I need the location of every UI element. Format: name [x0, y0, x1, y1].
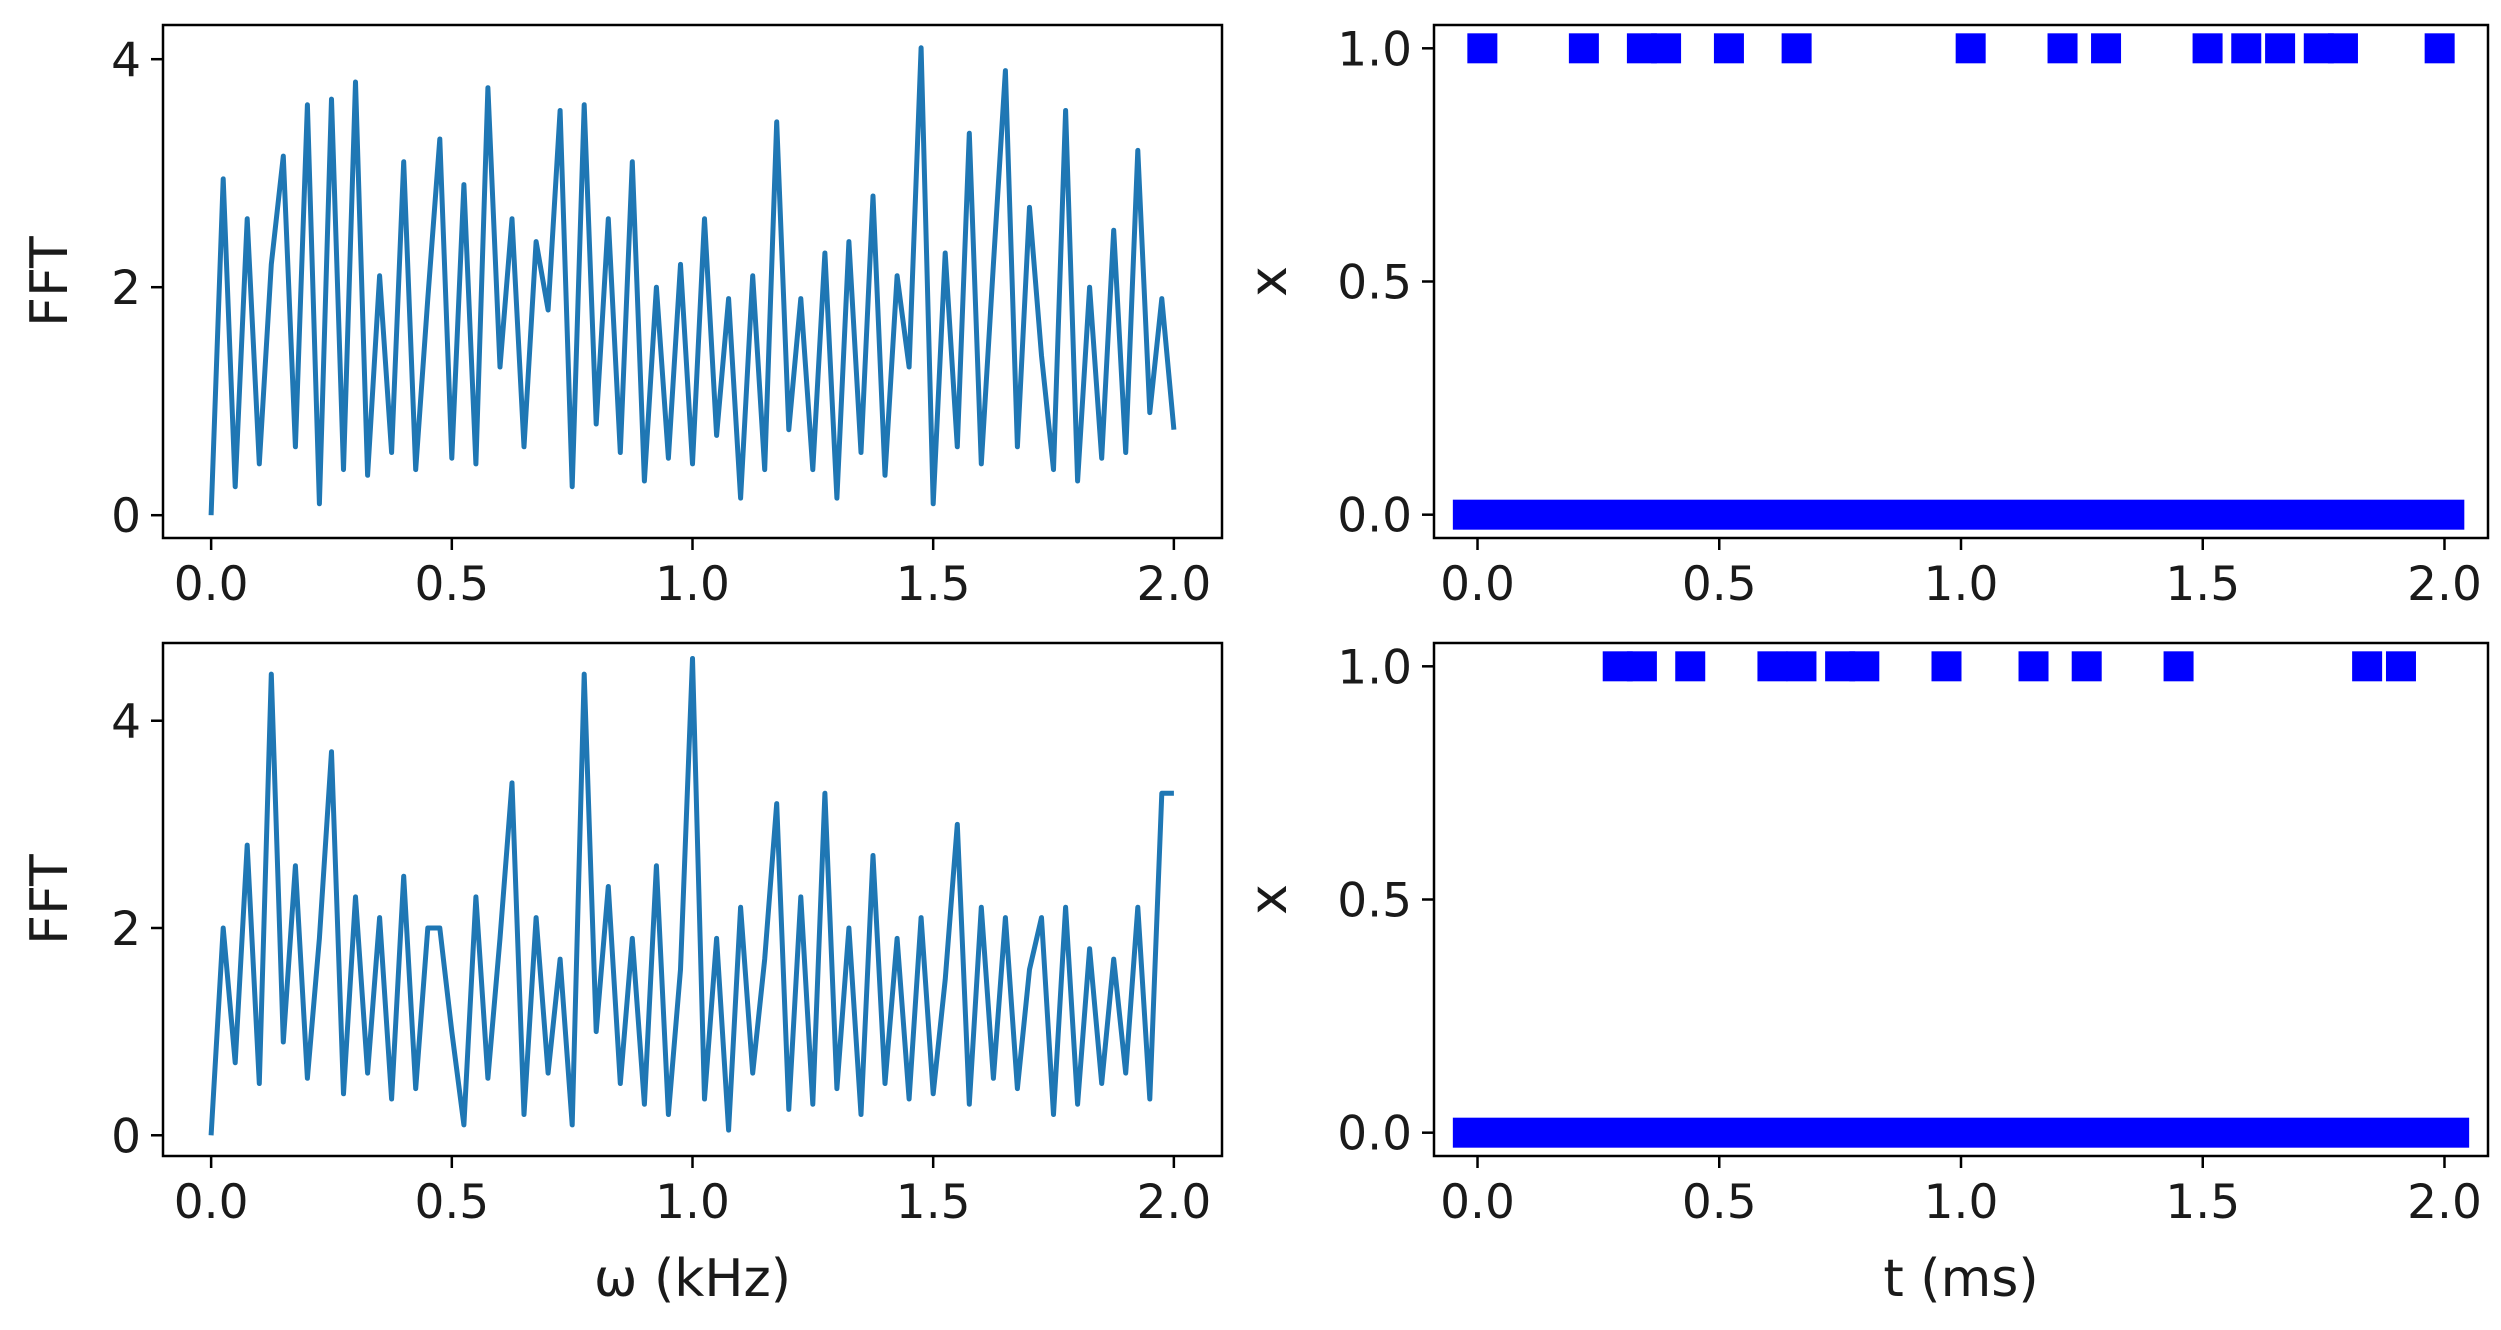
- axes-frame: [1432, 23, 2490, 540]
- x-tick-label: 1.5: [2165, 557, 2240, 612]
- marker-high: [1651, 33, 1682, 64]
- x-tick-label: 1.0: [655, 1175, 730, 1230]
- y-axis-label: FFT: [20, 854, 80, 945]
- x-tick-label: 1.0: [1924, 557, 1999, 612]
- marker-high: [1675, 651, 1706, 682]
- x-tick-label: 1.5: [896, 557, 971, 612]
- y-axis-label: x: [1239, 884, 1299, 915]
- x-axis-label: ω (kHz): [594, 1249, 791, 1309]
- y-tick-label: 2: [111, 261, 141, 316]
- marker-high: [2192, 33, 2223, 64]
- marker-high: [2265, 33, 2296, 64]
- series-line: [208, 656, 1174, 1136]
- x-tick-label: 2.0: [1136, 557, 1211, 612]
- y-axis-label: FFT: [20, 236, 80, 327]
- y-tick-label: 4: [111, 695, 141, 750]
- x-tick-label: 0.5: [414, 557, 489, 612]
- fft-top-panel: 0.0 0.5 1.0 1.5 2.0 0 2 4 FFT: [20, 23, 1224, 612]
- y-tick-label: 4: [111, 33, 141, 88]
- y-tick-label: 0: [111, 1109, 141, 1164]
- x-tick-label: 0.5: [1682, 1175, 1757, 1230]
- fft-bottom-panel: 0.0 0.5 1.0 1.5 2.0 0 2 4 FFT ω (kHz): [20, 641, 1224, 1309]
- y-tick-label: 0.5: [1337, 256, 1412, 311]
- y-tick-label: 2: [111, 902, 141, 957]
- marker-high: [1931, 651, 1962, 682]
- marker-high: [2071, 651, 2102, 682]
- x-tick-label: 1.0: [1924, 1175, 1999, 1230]
- x-tick-label: 0.5: [414, 1175, 489, 1230]
- x-tick-label: 0.0: [174, 557, 249, 612]
- x-tick-label: 0.0: [174, 1175, 249, 1230]
- y-tick-label: 0.5: [1337, 874, 1412, 929]
- marker-high: [2231, 33, 2262, 64]
- events-top-panel: 0.0 0.5 1.0 1.5 2.0 0.0 0.5 1.0 x: [1239, 22, 2490, 612]
- marker-high: [1757, 651, 1788, 682]
- marker-high: [1713, 33, 1744, 64]
- marker-high: [2163, 651, 2194, 682]
- marker-high: [1568, 33, 1599, 64]
- y-tick-label: 0.0: [1337, 1107, 1412, 1162]
- marker-high: [2047, 33, 2078, 64]
- y-tick-label: 1.0: [1337, 22, 1412, 77]
- marker-high: [2327, 33, 2358, 64]
- x-axis-label: t (ms): [1883, 1249, 2038, 1309]
- series-line: [208, 45, 1177, 516]
- x-tick-label: 2.0: [2407, 557, 2482, 612]
- marker-high: [2018, 651, 2049, 682]
- marker-high: [2424, 33, 2455, 64]
- marker-high: [1626, 651, 1657, 682]
- x-tick-label: 1.5: [896, 1175, 971, 1230]
- x-tick-label: 2.0: [2407, 1175, 2482, 1230]
- x-tick-label: 0.0: [1440, 1175, 1515, 1230]
- x-tick-label: 1.5: [2165, 1175, 2240, 1230]
- marker-row-low: [1452, 1117, 2470, 1148]
- y-tick-label: 0: [111, 489, 141, 544]
- marker-high: [2385, 651, 2416, 682]
- y-axis-label: x: [1239, 266, 1299, 297]
- marker-high: [2352, 651, 2383, 682]
- marker-high: [1955, 33, 1986, 64]
- x-tick-label: 0.0: [1440, 557, 1515, 612]
- marker-high: [1786, 651, 1817, 682]
- events-bottom-panel: 0.0 0.5 1.0 1.5 2.0 0.0 0.5 1.0 x t (ms): [1239, 640, 2490, 1309]
- marker-high: [1781, 33, 1812, 64]
- x-tick-label: 1.0: [655, 557, 730, 612]
- marker-high: [2091, 33, 2122, 64]
- x-tick-label: 2.0: [1136, 1175, 1211, 1230]
- marker-high: [1467, 33, 1498, 64]
- marker-row-low: [1452, 499, 2465, 530]
- axes-frame: [1432, 641, 2490, 1158]
- x-tick-label: 0.5: [1682, 557, 1757, 612]
- y-tick-label: 1.0: [1337, 640, 1412, 695]
- y-tick-label: 0.0: [1337, 489, 1412, 544]
- marker-high: [1849, 651, 1880, 682]
